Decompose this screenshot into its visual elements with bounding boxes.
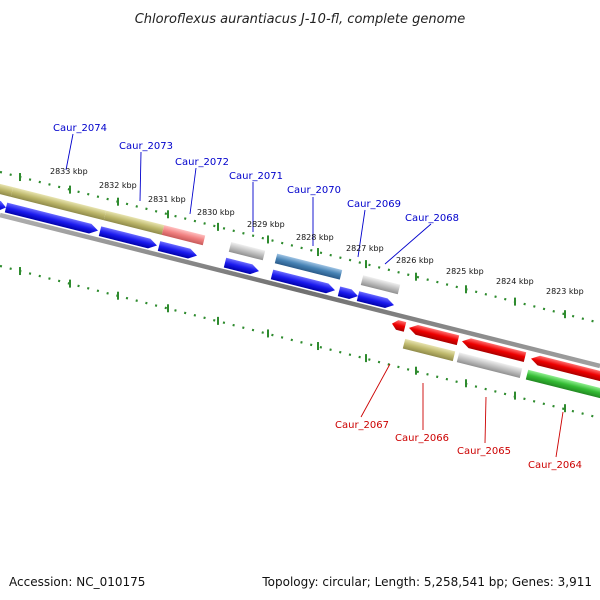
kbp-label: 2823 kbp bbox=[546, 287, 584, 296]
gene-label-caur-2072[interactable]: Caur_2072 bbox=[175, 157, 229, 168]
gene-label-caur-2073[interactable]: Caur_2073 bbox=[119, 141, 173, 152]
leader-line bbox=[139, 151, 142, 202]
leader-line bbox=[65, 133, 74, 171]
kbp-label: 2833 kbp bbox=[50, 167, 88, 176]
gene-arrow-forward bbox=[223, 257, 260, 275]
kbp-label: 2824 kbp bbox=[496, 277, 534, 286]
gene-label-caur-2071[interactable]: Caur_2071 bbox=[229, 171, 283, 182]
accession-text: Accession: NC_010175 bbox=[9, 575, 146, 589]
gene-caur-2073-block bbox=[103, 210, 165, 235]
gene-arrow-forward bbox=[356, 291, 394, 309]
gene-arrow-forward bbox=[157, 241, 197, 259]
gene-arrow-reverse bbox=[409, 325, 460, 346]
gene-caur-2071-block bbox=[228, 242, 266, 261]
gene-arrow-reverse bbox=[531, 355, 600, 384]
map-title: Chloroflexus aurantiacus J-10-fl, comple… bbox=[135, 12, 466, 27]
kbp-label: 2829 kbp bbox=[247, 220, 285, 229]
kbp-tick-marks bbox=[19, 173, 566, 413]
gene-caur-2064-block bbox=[525, 369, 600, 401]
genome-backbone bbox=[0, 212, 600, 369]
kbp-label: 2828 kbp bbox=[296, 233, 334, 242]
gene-caur-2074-block bbox=[10, 187, 107, 221]
kbp-label: 2827 kbp bbox=[346, 244, 384, 253]
leader-line bbox=[555, 411, 564, 458]
gene-caur-2074-block bbox=[0, 181, 14, 197]
kbp-label: 2832 kbp bbox=[99, 181, 137, 190]
genome-summary-text: Topology: circular; Length: 5,258,541 bp… bbox=[262, 575, 592, 589]
gene-caur-2065-block bbox=[456, 352, 523, 378]
leader-line bbox=[484, 396, 487, 444]
kbp-label: 2826 kbp bbox=[396, 256, 434, 265]
gene-arrow-forward bbox=[270, 269, 336, 294]
gene-label-caur-2065[interactable]: Caur_2065 bbox=[457, 446, 511, 457]
leader-line bbox=[384, 223, 432, 265]
gene-label-caur-2066[interactable]: Caur_2066 bbox=[395, 433, 449, 444]
leader-line bbox=[189, 167, 197, 215]
leader-line bbox=[357, 209, 366, 258]
gene-arrow-forward bbox=[98, 226, 158, 249]
gene-arrow-reverse bbox=[392, 320, 407, 332]
gene-caur-2072-block bbox=[161, 225, 206, 246]
kbp-label: 2825 kbp bbox=[446, 267, 484, 276]
gene-label-caur-2070[interactable]: Caur_2070 bbox=[287, 185, 341, 196]
gene-label-caur-2064[interactable]: Caur_2064 bbox=[528, 460, 582, 471]
gene-arrow-forward bbox=[4, 202, 98, 234]
gene-label-caur-2067[interactable]: Caur_2067 bbox=[335, 420, 389, 431]
gene-label-caur-2068[interactable]: Caur_2068 bbox=[405, 213, 459, 224]
gene-arrow-forward bbox=[337, 286, 359, 300]
leader-line bbox=[360, 363, 391, 418]
kbp-label: 2830 kbp bbox=[197, 208, 235, 217]
kbp-label: 2831 kbp bbox=[148, 195, 186, 204]
gene-caur-2069-block bbox=[360, 275, 401, 295]
label-leaders bbox=[65, 133, 564, 458]
gene-arrow-forward bbox=[0, 198, 6, 211]
gene-arrow-reverse bbox=[462, 338, 527, 362]
gene-label-caur-2069[interactable]: Caur_2069 bbox=[347, 199, 401, 210]
gene-caur-2070-block bbox=[274, 253, 343, 280]
gene-features bbox=[0, 181, 600, 401]
gene-caur-2066-block bbox=[402, 338, 456, 362]
gene-label-caur-2074[interactable]: Caur_2074 bbox=[53, 123, 107, 134]
